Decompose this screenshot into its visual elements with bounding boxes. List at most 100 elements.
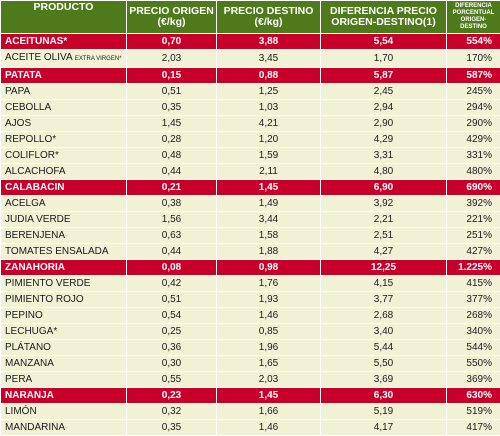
cell-diferencia-porcentual: 245% bbox=[447, 84, 500, 100]
cell-diferencia-porcentual-text: 1.225% bbox=[458, 262, 492, 273]
cell-producto: PIMIENTO VERDE bbox=[1, 276, 127, 292]
cell-diferencia: 5,44 bbox=[321, 340, 447, 356]
cell-precio-destino-text: 1,45 bbox=[259, 182, 278, 193]
cell-precio-origen-text: 0,54 bbox=[162, 310, 181, 321]
cell-producto-text: ACELGA bbox=[5, 198, 46, 209]
cell-producto: REPOLLO* bbox=[1, 132, 127, 148]
cell-precio-origen-text: 1,56 bbox=[162, 214, 181, 225]
cell-precio-origen: 0,30 bbox=[127, 356, 217, 372]
cell-diferencia-porcentual: 221% bbox=[447, 212, 500, 228]
cell-precio-destino-text: 2,03 bbox=[259, 374, 278, 385]
cell-producto: ACELGA bbox=[1, 196, 127, 212]
cell-producto: ZANAHORIA bbox=[1, 260, 127, 276]
cell-diferencia-text: 1,70 bbox=[374, 53, 393, 64]
cell-precio-destino-text: 1,59 bbox=[259, 150, 278, 161]
cell-precio-destino: 1,65 bbox=[217, 356, 321, 372]
cell-diferencia: 2,45 bbox=[321, 84, 447, 100]
cell-precio-destino: 1,45 bbox=[217, 388, 321, 404]
cell-precio-destino: 1,45 bbox=[217, 180, 321, 196]
cell-precio-destino: 0,88 bbox=[217, 68, 321, 84]
cell-precio-origen-text: 0,30 bbox=[162, 358, 181, 369]
cell-precio-destino: 1,46 bbox=[217, 308, 321, 324]
cell-precio-origen: 0,55 bbox=[127, 372, 217, 388]
cell-diferencia: 6,90 bbox=[321, 180, 447, 196]
header-producto: PRODUCTO bbox=[1, 1, 127, 34]
cell-precio-origen-text: 0,35 bbox=[162, 102, 181, 113]
cell-precio-origen-text: 0,42 bbox=[162, 278, 181, 289]
cell-diferencia: 6,30 bbox=[321, 388, 447, 404]
cell-diferencia-porcentual-text: 268% bbox=[466, 310, 492, 321]
cell-precio-origen-text: 0,23 bbox=[162, 390, 181, 401]
cell-diferencia-porcentual-text: 417% bbox=[466, 422, 492, 433]
cell-precio-destino-text: 1,46 bbox=[259, 310, 278, 321]
cell-diferencia: 2,21 bbox=[321, 212, 447, 228]
cell-diferencia-porcentual-text: 377% bbox=[466, 294, 492, 305]
cell-producto: CALABACIN bbox=[1, 180, 127, 196]
cell-precio-origen: 0,63 bbox=[127, 228, 217, 244]
cell-precio-origen-text: 0,51 bbox=[162, 294, 181, 305]
cell-diferencia: 2,90 bbox=[321, 116, 447, 132]
cell-producto: LECHUGA* bbox=[1, 324, 127, 340]
cell-producto-text: ACEITUNAS* bbox=[5, 36, 67, 47]
cell-diferencia-porcentual-text: 294% bbox=[466, 102, 492, 113]
cell-precio-destino: 4,21 bbox=[217, 116, 321, 132]
cell-precio-destino-text: 1,20 bbox=[259, 134, 278, 145]
cell-precio-destino: 1,88 bbox=[217, 244, 321, 260]
cell-precio-origen-text: 0,25 bbox=[162, 326, 181, 337]
cell-diferencia-text: 4,27 bbox=[374, 246, 393, 257]
cell-precio-origen: 1,45 bbox=[127, 116, 217, 132]
cell-producto: PERA bbox=[1, 372, 127, 388]
cell-precio-destino-text: 1,65 bbox=[259, 358, 278, 369]
cell-diferencia-porcentual-text: 690% bbox=[466, 182, 492, 193]
cell-producto: BERENJENA bbox=[1, 228, 127, 244]
cell-producto-text: LECHUGA* bbox=[5, 326, 57, 337]
cell-precio-origen: 0,32 bbox=[127, 404, 217, 420]
cell-precio-origen-text: 0,35 bbox=[162, 422, 181, 433]
cell-precio-destino-text: 1,88 bbox=[259, 246, 278, 257]
cell-producto: PLÁTANO bbox=[1, 340, 127, 356]
cell-diferencia-porcentual: 290% bbox=[447, 116, 500, 132]
cell-diferencia-text: 3,40 bbox=[374, 326, 393, 337]
cell-precio-origen: 0,70 bbox=[127, 34, 217, 50]
header-precio-destino: PRECIO DESTINO (€/kg) bbox=[217, 1, 321, 34]
cell-precio-destino: 1,93 bbox=[217, 292, 321, 308]
cell-precio-destino-text: 0,85 bbox=[259, 326, 278, 337]
cell-diferencia-text: 4,80 bbox=[374, 166, 393, 177]
cell-diferencia-text: 5,54 bbox=[374, 36, 393, 47]
cell-precio-destino: 1,76 bbox=[217, 276, 321, 292]
cell-diferencia-text: 4,17 bbox=[374, 422, 393, 433]
cell-precio-destino-text: 1,76 bbox=[259, 278, 278, 289]
cell-precio-origen-text: 0,44 bbox=[162, 166, 181, 177]
cell-precio-origen: 0,44 bbox=[127, 244, 217, 260]
cell-producto-text: BERENJENA bbox=[5, 230, 65, 241]
cell-precio-origen-text: 0,63 bbox=[162, 230, 181, 241]
cell-diferencia-porcentual: 544% bbox=[447, 340, 500, 356]
cell-producto-text: CALABACIN bbox=[5, 182, 64, 193]
cell-producto-text: TOMATES ENSALADA bbox=[5, 246, 109, 257]
cell-precio-destino-text: 1,25 bbox=[259, 86, 278, 97]
cell-precio-destino-text: 1,03 bbox=[259, 102, 278, 113]
cell-diferencia-porcentual: 294% bbox=[447, 100, 500, 116]
cell-precio-destino: 1,58 bbox=[217, 228, 321, 244]
cell-diferencia: 5,19 bbox=[321, 404, 447, 420]
cell-producto: CEBOLLA bbox=[1, 100, 127, 116]
cell-producto: MANZANA bbox=[1, 356, 127, 372]
cell-precio-destino-text: 3,44 bbox=[259, 214, 278, 225]
cell-diferencia: 5,87 bbox=[321, 68, 447, 84]
cell-precio-destino: 0,85 bbox=[217, 324, 321, 340]
cell-producto-text: CEBOLLA bbox=[5, 102, 51, 113]
cell-precio-destino: 2,11 bbox=[217, 164, 321, 180]
